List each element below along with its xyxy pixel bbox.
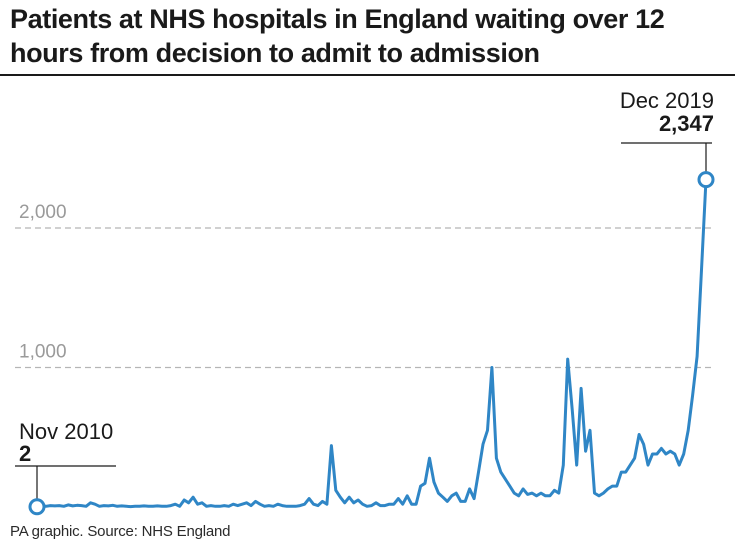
end-value-label: 2,347: [659, 111, 714, 136]
end-point-marker: [697, 171, 715, 189]
start-date-label: Nov 2010: [19, 419, 113, 444]
y-tick-labels: 1,000 2,000: [19, 202, 67, 363]
start-value-label: 2: [19, 441, 31, 466]
y-tick-label: 1,000: [19, 342, 67, 363]
y-tick-label: 2,000: [19, 202, 67, 223]
source-note: PA graphic. Source: NHS England: [10, 523, 231, 540]
grid-lines: [15, 227, 712, 369]
start-point-marker: [28, 498, 46, 516]
end-date-label: Dec 2019: [620, 88, 714, 113]
annotations: Nov 2010 2 Dec 2019 2,347: [15, 88, 715, 516]
chart-title: Patients at NHS hospitals in England wai…: [10, 4, 665, 68]
title-divider: [0, 74, 735, 76]
series-line: [35, 178, 708, 509]
